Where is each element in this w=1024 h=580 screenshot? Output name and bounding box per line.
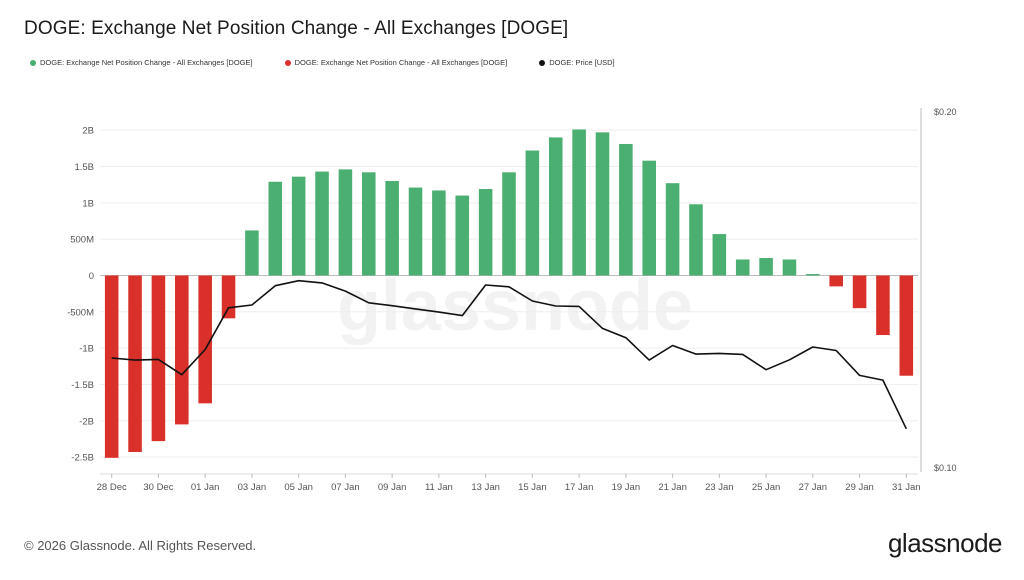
y-left-tick-label: -1.5B bbox=[71, 380, 94, 391]
bar bbox=[548, 137, 563, 276]
bar bbox=[221, 275, 236, 319]
bar bbox=[245, 230, 259, 276]
bar bbox=[665, 183, 680, 276]
bar bbox=[595, 132, 610, 276]
bar bbox=[689, 204, 703, 276]
x-tick-label: 03 Jan bbox=[238, 482, 267, 493]
y-right-tick-label: $0.10 bbox=[934, 463, 957, 473]
x-tick-label: 15 Jan bbox=[518, 482, 547, 493]
y-left-tick-label: 500M bbox=[70, 235, 94, 246]
y-left-tick-label: 2B bbox=[82, 126, 94, 137]
axes: 2B 1.5B 1B 500M 0 -500M -1B -1.5B -2B -2.5B $0.20 $… bbox=[67, 107, 956, 493]
bar bbox=[806, 274, 820, 276]
bar bbox=[735, 259, 750, 276]
legend-swatch-red bbox=[284, 59, 291, 66]
legend-swatch-black bbox=[539, 59, 546, 66]
bar bbox=[268, 181, 283, 276]
bar bbox=[502, 172, 516, 276]
bar bbox=[175, 275, 189, 425]
chart-legend: DOGE: Exchange Net Position Change - All… bbox=[30, 58, 615, 67]
bar bbox=[408, 187, 423, 276]
bar bbox=[525, 150, 540, 276]
x-tick-label: 19 Jan bbox=[612, 482, 641, 493]
bar bbox=[128, 275, 142, 453]
bar bbox=[151, 275, 166, 442]
legend-label-price: DOGE: Price [USD] bbox=[549, 58, 615, 67]
bar bbox=[338, 169, 353, 276]
x-tick-label: 30 Dec bbox=[143, 482, 173, 493]
x-tick-label: 23 Jan bbox=[705, 482, 734, 493]
y-left-tick-label: -1B bbox=[79, 344, 94, 355]
legend-item-outflow[interactable]: DOGE: Exchange Net Position Change - All… bbox=[284, 58, 508, 67]
y-left-tick-label: 1B bbox=[82, 198, 94, 209]
y-left-tick-label: 0 bbox=[89, 271, 94, 282]
x-tick-label: 27 Jan bbox=[799, 482, 828, 493]
y-right-tick-label: $0.20 bbox=[934, 107, 957, 117]
bar bbox=[899, 275, 914, 376]
chart-title: DOGE: Exchange Net Position Change - All… bbox=[24, 18, 569, 39]
bar bbox=[385, 181, 399, 276]
bar bbox=[198, 275, 212, 404]
x-tick-label: 21 Jan bbox=[658, 482, 687, 493]
bar bbox=[572, 129, 586, 276]
bar-series bbox=[104, 129, 914, 458]
legend-swatch-green bbox=[30, 59, 36, 66]
y-left-tick-label: 1.5B bbox=[74, 162, 94, 173]
x-tick-label: 17 Jan bbox=[565, 482, 594, 493]
x-tick-label: 28 Dec bbox=[97, 482, 127, 493]
x-tick-label: 11 Jan bbox=[425, 482, 453, 493]
price-series bbox=[111, 279, 908, 430]
x-tick-label: 05 Jan bbox=[284, 482, 313, 493]
legend-label-outflow: DOGE: Exchange Net Position Change - All… bbox=[294, 58, 508, 67]
bar bbox=[361, 172, 376, 276]
bar bbox=[876, 275, 890, 336]
bar bbox=[852, 275, 867, 309]
bar bbox=[619, 143, 633, 276]
bar bbox=[712, 234, 727, 276]
x-tick-label: 25 Jan bbox=[752, 482, 781, 493]
x-tick-label: 13 Jan bbox=[471, 482, 500, 493]
y-left-tick-label: -2B bbox=[79, 416, 94, 427]
x-tick-label: 01 Jan bbox=[191, 482, 220, 493]
bar bbox=[291, 176, 306, 276]
x-tick-label: 07 Jan bbox=[331, 482, 360, 493]
y-left-tick-label: -500M bbox=[67, 307, 94, 318]
bar bbox=[478, 189, 493, 276]
y-left-tick-label: -2.5B bbox=[71, 453, 94, 464]
x-tick-label: 09 Jan bbox=[378, 482, 407, 493]
bar bbox=[432, 190, 446, 276]
legend-label-inflow: DOGE: Exchange Net Position Change - All… bbox=[40, 58, 253, 67]
bar bbox=[759, 258, 773, 276]
price-line bbox=[111, 279, 908, 430]
bar bbox=[455, 195, 470, 276]
legend-item-price[interactable]: DOGE: Price [USD] bbox=[539, 58, 615, 67]
glassnode-logo: glassnode bbox=[887, 528, 1003, 558]
bar bbox=[782, 259, 797, 276]
bar bbox=[829, 275, 843, 287]
bar bbox=[104, 275, 119, 458]
x-tick-label: 31 Jan bbox=[892, 482, 921, 493]
x-tick-label: 29 Jan bbox=[845, 482, 874, 493]
legend-item-inflow[interactable]: DOGE: Exchange Net Position Change - All… bbox=[30, 58, 253, 67]
bar bbox=[315, 171, 329, 276]
bar bbox=[642, 160, 657, 276]
copyright-text: © 2026 Glassnode. All Rights Reserved. bbox=[24, 538, 257, 553]
